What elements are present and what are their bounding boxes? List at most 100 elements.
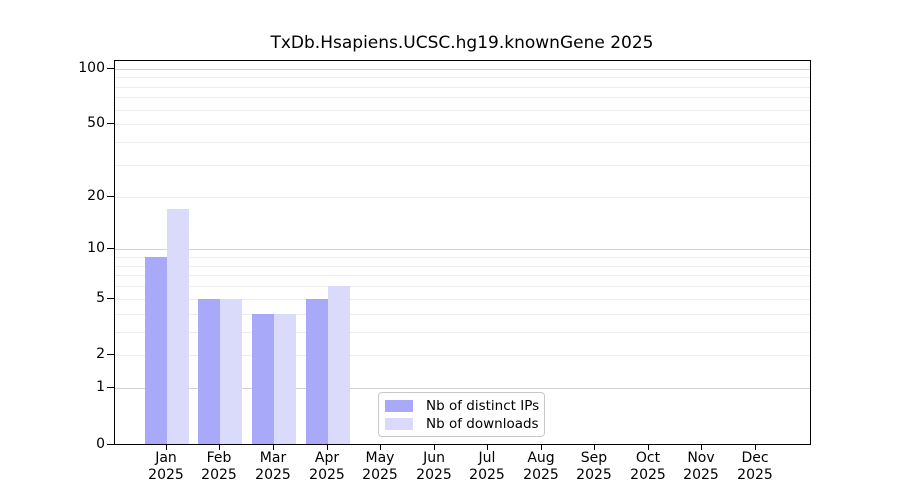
x-tick-month: Jun xyxy=(423,450,445,466)
bar-downloads xyxy=(274,314,296,444)
x-tick-mark xyxy=(434,444,435,450)
x-tick-mark xyxy=(219,444,220,450)
minor-gridline xyxy=(115,355,810,356)
x-tick-month: Nov xyxy=(687,450,715,466)
x-tick-label: Jul 2025 xyxy=(445,450,529,484)
y-tick-mark xyxy=(107,123,114,124)
y-tick-mark xyxy=(107,298,114,299)
y-tick-mark xyxy=(107,387,114,388)
x-tick-mark xyxy=(701,444,702,450)
y-tick-mark xyxy=(107,354,114,355)
x-tick-mark xyxy=(541,444,542,450)
minor-gridline xyxy=(115,286,810,287)
major-gridline xyxy=(115,249,810,250)
bar-downloads xyxy=(167,209,189,444)
x-tick-label: Mar 2025 xyxy=(231,450,315,484)
y-tick-mark xyxy=(107,248,114,249)
y-tick-label: 50 xyxy=(87,115,105,131)
x-tick-mark xyxy=(648,444,649,450)
plot-area xyxy=(114,60,811,445)
x-tick-mark xyxy=(380,444,381,450)
minor-gridline xyxy=(115,77,810,78)
x-tick-year: 2025 xyxy=(683,467,719,483)
y-tick-mark xyxy=(107,196,114,197)
bar-distinct-ips xyxy=(198,299,220,444)
legend-swatch-downloads xyxy=(385,418,413,430)
bar-downloads xyxy=(328,286,350,444)
major-gridline xyxy=(115,69,810,70)
x-tick-label: Oct 2025 xyxy=(606,450,690,484)
legend-swatch-distinct-ips xyxy=(385,400,413,412)
minor-gridline xyxy=(115,275,810,276)
minor-gridline xyxy=(115,266,810,267)
x-tick-label: Jun 2025 xyxy=(392,450,476,484)
minor-gridline xyxy=(115,314,810,315)
y-tick-label: 100 xyxy=(78,60,105,76)
x-tick-month: May xyxy=(365,450,395,466)
bar-downloads xyxy=(220,299,242,444)
minor-gridline xyxy=(115,87,810,88)
x-tick-label: Dec 2025 xyxy=(713,450,797,484)
x-tick-label: Apr 2025 xyxy=(285,450,369,484)
x-tick-month: Feb xyxy=(206,450,232,466)
chart-title: TxDb.Hsapiens.UCSC.hg19.knownGene 2025 xyxy=(270,33,654,53)
x-tick-year: 2025 xyxy=(469,467,505,483)
x-tick-year: 2025 xyxy=(737,467,773,483)
x-tick-label: Feb 2025 xyxy=(177,450,261,484)
x-tick-year: 2025 xyxy=(630,467,666,483)
x-tick-year: 2025 xyxy=(362,467,398,483)
minor-gridline xyxy=(115,257,810,258)
legend-label-downloads: Nb of downloads xyxy=(426,416,539,432)
x-tick-label: May 2025 xyxy=(338,450,422,484)
x-tick-mark xyxy=(755,444,756,450)
y-tick-mark xyxy=(107,444,114,445)
x-tick-year: 2025 xyxy=(416,467,452,483)
x-tick-year: 2025 xyxy=(201,467,237,483)
x-tick-mark xyxy=(166,444,167,450)
x-tick-label: Sep 2025 xyxy=(552,450,636,484)
y-tick-label: 2 xyxy=(96,346,105,362)
x-tick-month: Aug xyxy=(527,450,555,466)
x-tick-month: Jan xyxy=(155,450,177,466)
x-tick-year: 2025 xyxy=(576,467,612,483)
x-tick-label: Jan 2025 xyxy=(124,450,208,484)
x-tick-label: Nov 2025 xyxy=(659,450,743,484)
minor-gridline xyxy=(115,197,810,198)
bar-distinct-ips xyxy=(145,257,167,444)
minor-gridline xyxy=(115,299,810,300)
x-tick-month: Sep xyxy=(580,450,608,466)
legend-item-downloads: Nb of downloads xyxy=(385,416,539,432)
x-tick-month: Dec xyxy=(741,450,769,466)
x-tick-year: 2025 xyxy=(523,467,559,483)
x-tick-mark xyxy=(487,444,488,450)
major-gridline xyxy=(115,388,810,389)
x-tick-label: Aug 2025 xyxy=(499,450,583,484)
bar-distinct-ips xyxy=(252,314,274,444)
minor-gridline xyxy=(115,110,810,111)
x-tick-mark xyxy=(273,444,274,450)
y-tick-label: 20 xyxy=(87,188,105,204)
bar-distinct-ips xyxy=(306,299,328,444)
legend-label-distinct-ips: Nb of distinct IPs xyxy=(426,398,540,414)
x-tick-year: 2025 xyxy=(309,467,345,483)
legend-item-distinct-ips: Nb of distinct IPs xyxy=(385,398,539,414)
x-tick-year: 2025 xyxy=(148,467,184,483)
y-tick-label: 5 xyxy=(96,290,105,306)
minor-gridline xyxy=(115,165,810,166)
minor-gridline xyxy=(115,332,810,333)
y-tick-mark xyxy=(107,68,114,69)
minor-gridline xyxy=(115,124,810,125)
x-tick-mark xyxy=(327,444,328,450)
x-tick-mark xyxy=(594,444,595,450)
x-tick-month: Apr xyxy=(314,450,340,466)
legend: Nb of distinct IPs Nb of downloads xyxy=(378,392,545,437)
minor-gridline xyxy=(115,142,810,143)
y-tick-label: 1 xyxy=(96,379,105,395)
x-tick-month: Jul xyxy=(478,450,496,466)
x-tick-year: 2025 xyxy=(255,467,291,483)
y-tick-label: 0 xyxy=(96,436,105,452)
x-tick-month: Oct xyxy=(635,450,661,466)
x-tick-month: Mar xyxy=(259,450,287,466)
y-tick-label: 10 xyxy=(87,240,105,256)
